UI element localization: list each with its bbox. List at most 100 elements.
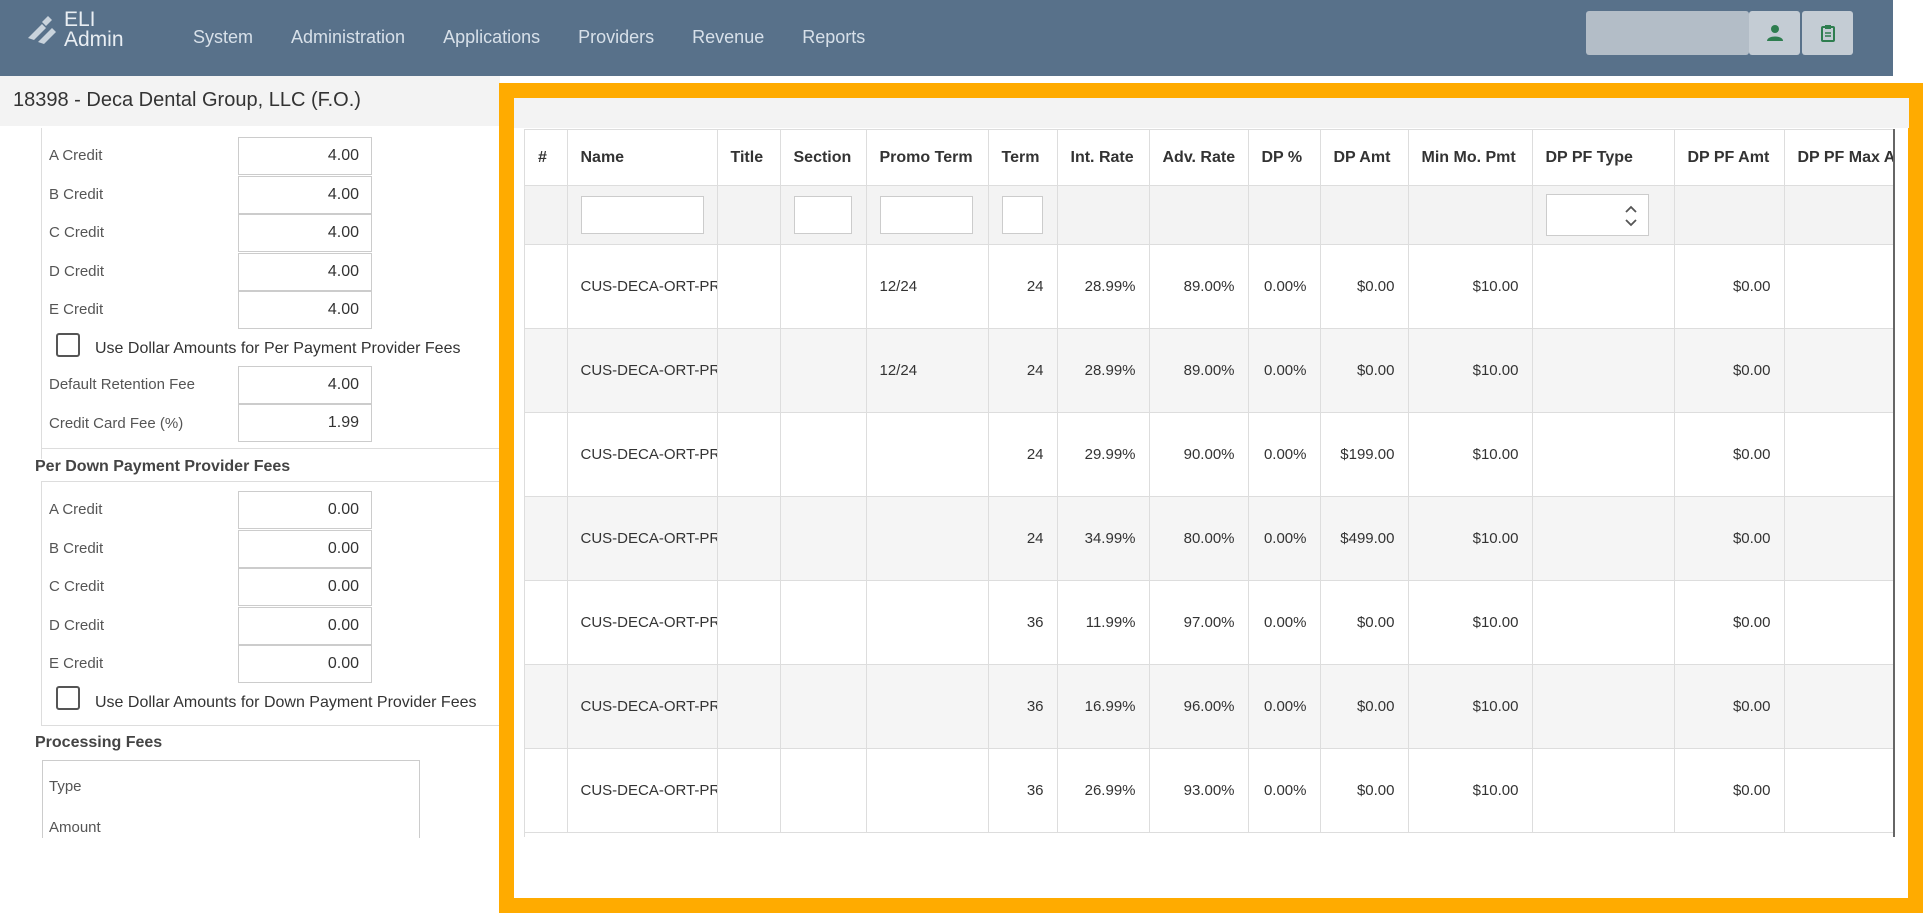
dp-e-credit-input[interactable]: 0.00 xyxy=(238,645,372,683)
cell-section xyxy=(780,412,867,497)
dp-b-credit-input[interactable]: 0.00 xyxy=(238,530,372,568)
nav-search-box[interactable] xyxy=(1586,11,1749,55)
filter-cell xyxy=(1149,185,1249,245)
cell-name: CUS-DECA-ORT-PRM-01_B_Grade_36 xyxy=(567,664,718,749)
filter-cell xyxy=(567,185,718,245)
term-filter-input[interactable] xyxy=(1001,196,1043,234)
cell-dp-pct: 0.00% xyxy=(1248,580,1321,665)
table-row[interactable]: CUS-DECA-ORT-PRM-01_E_Grade_24 2434.99%80… xyxy=(525,496,1893,581)
grid-header-row: # Name Title Section Promo Term Term Int… xyxy=(525,129,1893,186)
col-header-section[interactable]: Section xyxy=(780,129,867,186)
cell-adv-rate: 96.00% xyxy=(1149,664,1249,749)
section-border-left xyxy=(41,128,42,459)
cell-term: 24 xyxy=(988,496,1058,581)
table-row[interactable]: CUS-DECA-ORT-PRM-01_D_Grade_24 2429.99%90… xyxy=(525,412,1893,497)
cc-fee-input[interactable]: 1.99 xyxy=(238,404,372,442)
cell-dp-pf-max-amt: $0.00 xyxy=(1784,748,1893,833)
clipboard-icon xyxy=(1820,25,1835,42)
col-header-dp-pf-amt[interactable]: DP PF Amt xyxy=(1674,129,1785,186)
dp-b-credit-label: B Credit xyxy=(49,540,104,557)
cell-index xyxy=(525,496,568,581)
main-menu: System Administration Applications Provi… xyxy=(193,27,903,48)
cell-dp-pf-amt: $0.00 xyxy=(1674,580,1785,665)
col-header-dp-pct[interactable]: DP % xyxy=(1248,129,1321,186)
filter-cell xyxy=(525,185,568,245)
table-row[interactable]: CUS-DECA-ORT-PRM-01_B_Grade_24P 12/242428… xyxy=(525,244,1893,329)
col-header-min-pmt[interactable]: Min Mo. Pmt xyxy=(1408,129,1533,186)
dp-c-credit-input[interactable]: 0.00 xyxy=(238,568,372,606)
cell-promo-term: 12/24 xyxy=(866,244,989,329)
cell-title xyxy=(717,328,781,413)
col-header-title[interactable]: Title xyxy=(717,129,781,186)
pp-c-credit-input[interactable]: 4.00 xyxy=(238,214,372,252)
nav-reports[interactable]: Reports xyxy=(802,27,866,47)
nav-applications[interactable]: Applications xyxy=(443,27,541,47)
pp-a-credit-input[interactable]: 4.00 xyxy=(238,137,372,175)
cell-dp-pf-max-amt: $0.00 xyxy=(1784,580,1893,665)
pp-e-credit-input[interactable]: 4.00 xyxy=(238,291,372,329)
pp-e-credit-label: E Credit xyxy=(49,301,104,318)
col-header-int-rate[interactable]: Int. Rate xyxy=(1057,129,1150,186)
name-filter-input[interactable] xyxy=(580,196,704,234)
dp-dollar-amount-checkbox[interactable] xyxy=(56,686,80,710)
app-logo[interactable]: ELI Admin xyxy=(26,8,136,52)
col-header-dp-pf-type[interactable]: DP PF Type xyxy=(1532,129,1675,186)
col-header-adv-rate[interactable]: Adv. Rate xyxy=(1149,129,1249,186)
spinner-arrows-icon xyxy=(1625,205,1637,227)
pp-b-credit-input[interactable]: 4.00 xyxy=(238,176,372,214)
user-button[interactable] xyxy=(1749,11,1800,55)
dp-pf-type-filter-select[interactable] xyxy=(1545,194,1649,236)
col-header-dp-amt[interactable]: DP Amt xyxy=(1320,129,1409,186)
section-divider xyxy=(42,448,500,449)
pp-d-credit-input[interactable]: 4.00 xyxy=(238,253,372,291)
col-header-promo-term[interactable]: Promo Term xyxy=(866,129,989,186)
pp-dollar-amount-checkbox[interactable] xyxy=(56,333,80,357)
col-header-dp-pf-max-amt[interactable]: DP PF Max Amt xyxy=(1784,129,1893,186)
cell-dp-pct: 0.00% xyxy=(1248,664,1321,749)
nav-administration[interactable]: Administration xyxy=(291,27,406,47)
clipboard-button[interactable] xyxy=(1802,11,1853,55)
cell-promo-term xyxy=(866,664,989,749)
cell-dp-pct: 0.00% xyxy=(1248,244,1321,329)
table-row[interactable]: CUS-DECA-ORT-PRM-01_A_Grade_36 3611.99%97… xyxy=(525,580,1893,665)
cell-dp-pf-max-amt: $0.00 xyxy=(1784,412,1893,497)
table-row[interactable]: CUS-DECA-ORT-PRM-01_C_Grade_36 3626.99%93… xyxy=(525,748,1893,833)
nav-system[interactable]: System xyxy=(193,27,254,47)
section-filter-input[interactable] xyxy=(793,196,852,234)
cell-dp-pf-max-amt: $0.00 xyxy=(1784,664,1893,749)
col-header-term[interactable]: Term xyxy=(988,129,1058,186)
processing-fees-box xyxy=(42,760,420,838)
cell-dp-pf-type xyxy=(1532,580,1675,665)
cell-name: CUS-DECA-ORT-PRM-01_E_Grade_24 xyxy=(567,496,718,581)
products-table: # Name Title Section Promo Term Term Int… xyxy=(525,129,1893,833)
col-header-index[interactable]: # xyxy=(525,129,568,186)
nav-revenue[interactable]: Revenue xyxy=(692,27,765,47)
cell-name: CUS-DECA-ORT-PRM-01_A_Grade_36 xyxy=(567,580,718,665)
cell-name: CUS-DECA-ORT-PRM-01_C_Grade_24P xyxy=(567,328,718,413)
cell-title xyxy=(717,496,781,581)
dp-a-credit-input[interactable]: 0.00 xyxy=(238,491,372,529)
cell-int-rate: 26.99% xyxy=(1057,748,1150,833)
dp-d-credit-input[interactable]: 0.00 xyxy=(238,607,372,645)
pp-b-credit-label: B Credit xyxy=(49,186,104,203)
nav-providers[interactable]: Providers xyxy=(578,27,655,47)
pp-dollar-amount-label: Use Dollar Amounts for Per Payment Provi… xyxy=(95,340,461,357)
promo-term-filter-input[interactable] xyxy=(879,196,973,234)
products-grid: # Name Title Section Promo Term Term Int… xyxy=(524,129,1895,837)
filter-cell xyxy=(1674,185,1785,245)
grid-filter-row xyxy=(525,185,1893,245)
table-row[interactable]: CUS-DECA-ORT-PRM-01_C_Grade_24P 12/242428… xyxy=(525,328,1893,413)
col-header-name[interactable]: Name xyxy=(567,129,718,186)
cell-adv-rate: 80.00% xyxy=(1149,496,1249,581)
pp-a-credit-label: A Credit xyxy=(49,147,103,164)
filter-cell xyxy=(717,185,781,245)
cell-dp-amt: $0.00 xyxy=(1320,664,1409,749)
cell-int-rate: 29.99% xyxy=(1057,412,1150,497)
cell-min-pmt: $10.00 xyxy=(1408,328,1533,413)
retention-fee-input[interactable]: 4.00 xyxy=(238,366,372,404)
section-divider xyxy=(42,725,500,726)
cell-int-rate: 28.99% xyxy=(1057,244,1150,329)
table-row[interactable]: CUS-DECA-ORT-PRM-01_B_Grade_36 3616.99%96… xyxy=(525,664,1893,749)
cell-dp-pf-amt: $0.00 xyxy=(1674,748,1785,833)
cell-dp-pf-amt: $0.00 xyxy=(1674,244,1785,329)
